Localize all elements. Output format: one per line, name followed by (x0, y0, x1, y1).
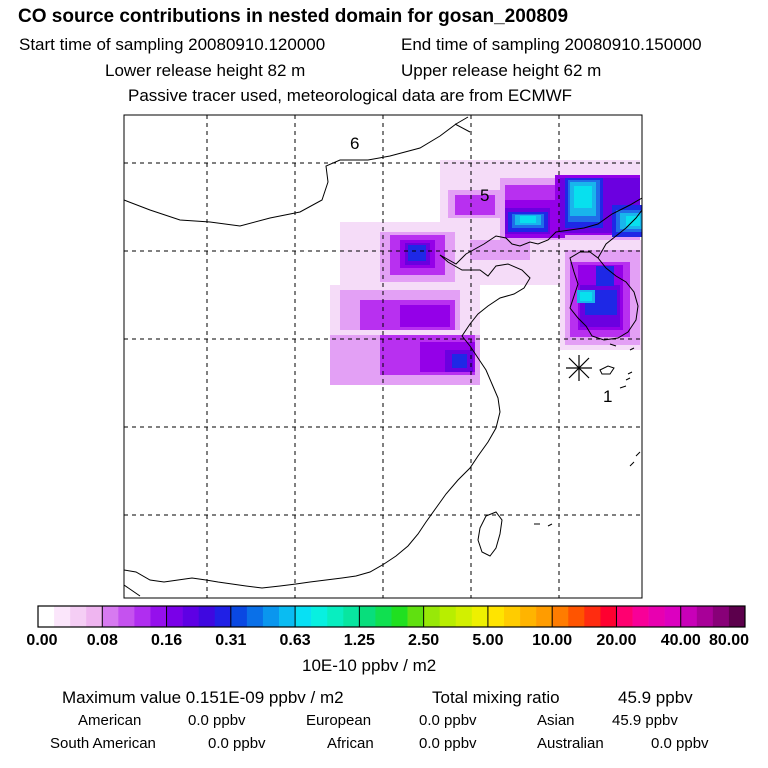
total-mixing-ratio-value: 45.9 ppbv (618, 688, 693, 707)
colorbar-swatch (118, 606, 135, 627)
colorbar-swatch (439, 606, 457, 627)
colorbar-swatch (230, 606, 248, 627)
colorbar-swatch (86, 606, 103, 627)
colorbar-swatch (359, 606, 376, 627)
colorbar-swatch (327, 606, 344, 627)
colorbar-tick-label: 10.00 (532, 632, 573, 649)
american-value: 0.0 ppbv (188, 712, 246, 729)
colorbar-swatch (134, 606, 151, 627)
colorbar-tick-label: 20.00 (596, 632, 637, 649)
colorbar-swatch (279, 606, 296, 627)
concentration-field (124, 115, 642, 598)
colorbar-swatch (375, 606, 392, 627)
colorbar-swatch (648, 606, 665, 627)
colorbar-tick-label: 80.00 (708, 632, 750, 649)
african-value: 0.0 ppbv (419, 735, 477, 752)
colorbar-swatch (54, 606, 71, 627)
colorbar-swatch (568, 606, 585, 627)
african-label: African (327, 735, 374, 752)
colorbar-swatch (391, 606, 408, 627)
australian-label: Australian (537, 735, 604, 752)
colorbar-swatch (536, 606, 553, 627)
colorbar-swatch (343, 606, 360, 627)
colorbar-tick-label: 5.00 (472, 632, 504, 649)
colorbar-frame (37, 605, 746, 628)
colorbar-swatch (246, 606, 264, 627)
colorbar-swatch (38, 606, 55, 627)
tracer-note-text: Passive tracer used, meteorological data… (128, 86, 573, 105)
lower-release-height-text: Lower release height 82 m (105, 61, 306, 80)
asian-value: 45.9 ppbv (612, 712, 678, 729)
map-grid (124, 115, 642, 598)
total-mixing-ratio-label: Total mixing ratio (432, 688, 560, 707)
colorbar-swatch (584, 606, 601, 627)
colorbar-swatch (262, 606, 280, 627)
australian-value: 0.0 ppbv (651, 735, 709, 752)
american-label: American (78, 712, 142, 729)
colorbar-tick-label: 1.25 (343, 632, 375, 649)
colorbar-swatch (455, 606, 473, 627)
colorbar-units: 10E-10 ppbv / m2 (302, 656, 437, 675)
colorbar-tick-label: 0.00 (26, 632, 58, 649)
colorbar-swatch (150, 606, 167, 627)
colorbar-swatch (295, 606, 312, 627)
colorbar-swatch (712, 606, 730, 627)
maximum-value-text: Maximum value 0.151E-09 ppbv / m2 (62, 688, 344, 707)
upper-release-height-text: Upper release height 62 m (401, 61, 602, 80)
asian-label: Asian (537, 712, 575, 729)
european-label: European (306, 712, 372, 729)
coastlines (124, 116, 642, 597)
colorbar-swatch (632, 606, 649, 627)
colorbar-swatch (600, 606, 617, 627)
map-label-1: 1 (603, 387, 612, 406)
colorbar-tick-label: 0.31 (215, 632, 247, 649)
colorbar-swatch (520, 606, 537, 627)
colorbar-tick-label: 2.50 (408, 632, 440, 649)
colorbar-swatch (407, 606, 424, 627)
colorbar-swatch (487, 606, 505, 627)
colorbar-tick-label: 0.08 (86, 632, 118, 649)
map-label-5: 5 (480, 186, 489, 205)
south-american-value: 0.0 ppbv (208, 735, 266, 752)
south-american-label: South American (50, 735, 156, 752)
colorbar-swatch (166, 606, 183, 627)
colorbar-swatch (503, 606, 521, 627)
colorbar-swatch (70, 606, 87, 627)
colorbar (38, 606, 746, 627)
colorbar-tick-label: 40.00 (660, 632, 701, 649)
colorbar-swatch (696, 606, 714, 627)
map-label-6: 6 (350, 134, 359, 153)
colorbar-swatch (680, 606, 698, 627)
end-time-text: End time of sampling 20080910.150000 (401, 35, 702, 54)
colorbar-swatch (616, 606, 633, 627)
receptor-marker (566, 355, 592, 381)
colorbar-swatch (664, 606, 682, 627)
start-time-text: Start time of sampling 20080910.120000 (19, 35, 326, 54)
plot-title: CO source contributions in nested domain… (18, 6, 569, 27)
map-frame (123, 114, 643, 599)
colorbar-swatch (311, 606, 328, 627)
colorbar-swatch (552, 606, 569, 627)
colorbar-swatch (182, 606, 199, 627)
european-value: 0.0 ppbv (419, 712, 477, 729)
colorbar-swatch (102, 606, 119, 627)
colorbar-swatch (423, 606, 441, 627)
colorbar-tick-label: 0.63 (279, 632, 311, 649)
colorbar-swatch (728, 606, 746, 627)
colorbar-swatch (214, 606, 232, 627)
colorbar-tick-label: 0.16 (150, 632, 183, 649)
colorbar-swatch (471, 606, 489, 627)
colorbar-swatch (198, 606, 216, 627)
